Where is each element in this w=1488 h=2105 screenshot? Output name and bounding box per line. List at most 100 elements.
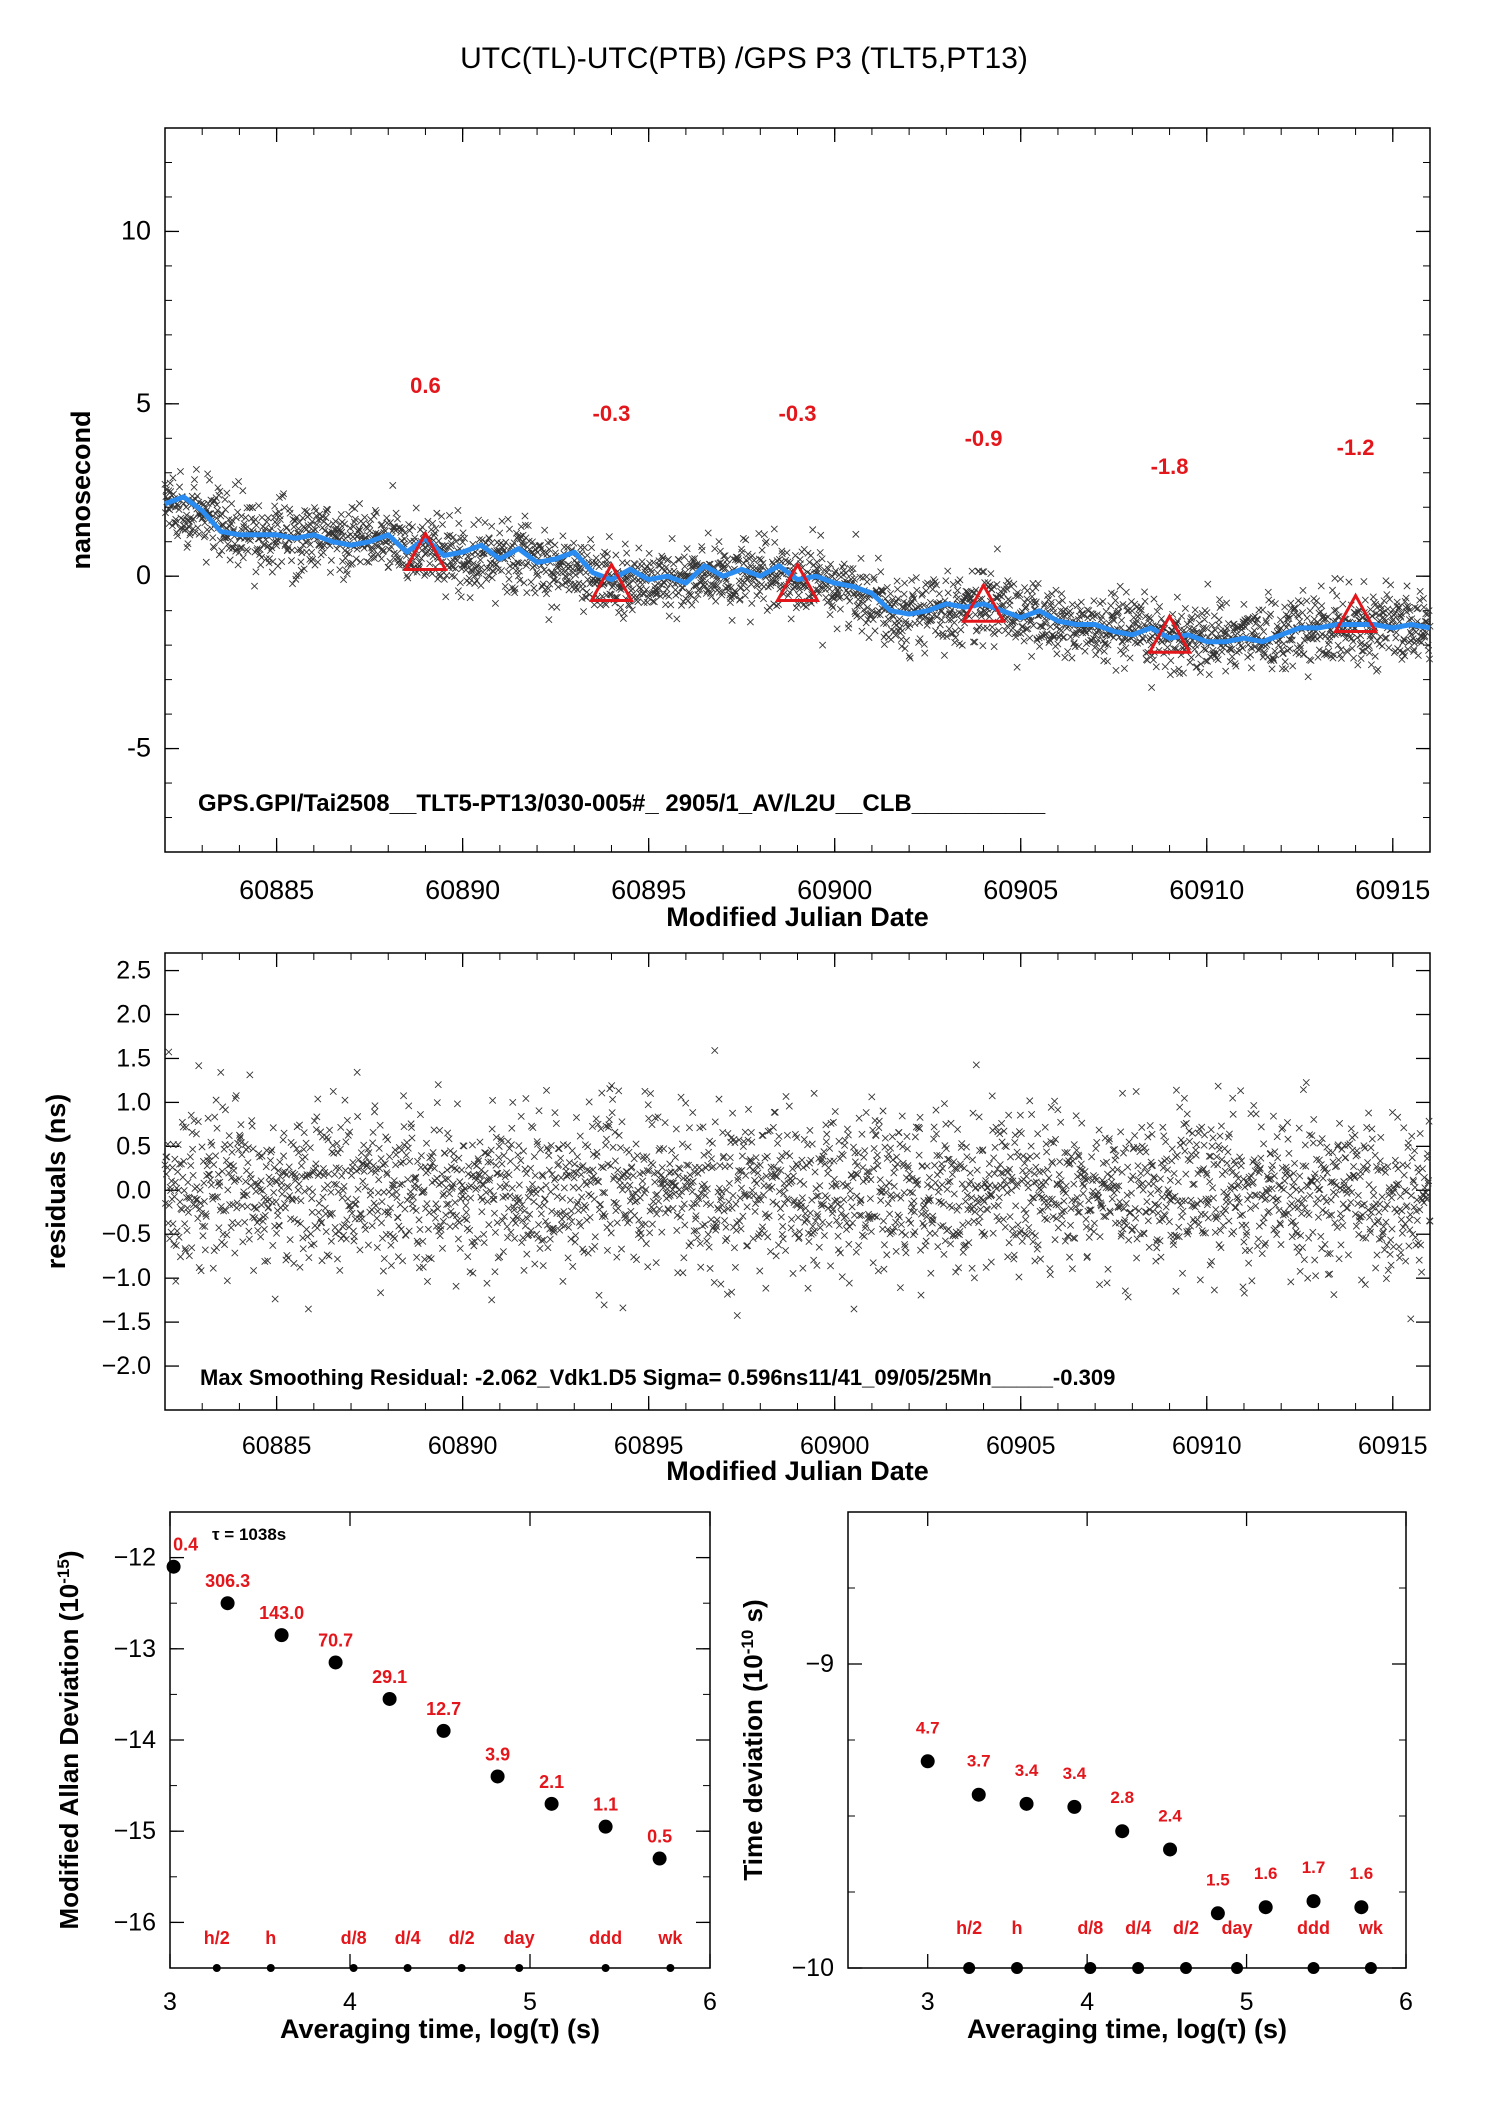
data-point xyxy=(1354,661,1362,669)
data-point xyxy=(1036,1207,1044,1215)
data-point xyxy=(572,1114,581,1122)
data-point xyxy=(1034,1130,1042,1138)
data-point xyxy=(596,601,604,609)
data-point xyxy=(345,510,353,518)
data-point xyxy=(434,1081,442,1089)
data-point xyxy=(1141,588,1149,596)
data-point xyxy=(660,1145,668,1153)
data-point xyxy=(511,585,519,593)
data-point xyxy=(855,1241,863,1250)
data-point xyxy=(334,1149,342,1157)
data-point xyxy=(619,1304,627,1312)
data-point xyxy=(236,544,244,552)
data-point xyxy=(1303,597,1311,605)
data-point xyxy=(830,1157,838,1165)
data-point xyxy=(1178,612,1186,620)
data-point xyxy=(832,567,840,575)
data-point xyxy=(685,1124,693,1132)
data-point xyxy=(1083,1252,1091,1260)
data-point xyxy=(770,1108,778,1116)
data-point xyxy=(273,1229,281,1237)
y-tick-label: 5 xyxy=(136,388,151,418)
y-tick-label: 2.0 xyxy=(116,1001,151,1029)
data-point xyxy=(706,1264,714,1272)
data-point xyxy=(377,1155,385,1163)
data-point xyxy=(409,1204,417,1213)
data-point xyxy=(574,1198,582,1206)
data-point xyxy=(455,519,463,527)
data-point xyxy=(782,1246,790,1255)
data-point xyxy=(442,593,450,601)
data-point xyxy=(396,1181,404,1189)
data-point xyxy=(165,519,173,527)
data-point xyxy=(416,1111,424,1119)
data-point xyxy=(679,1269,687,1277)
data-point xyxy=(905,652,913,660)
data-point xyxy=(975,1219,983,1227)
data-point xyxy=(1073,1146,1081,1154)
data-point xyxy=(284,543,292,551)
data-point xyxy=(1361,596,1369,604)
data-point xyxy=(711,545,719,553)
data-point xyxy=(975,1113,983,1121)
data-point xyxy=(459,538,467,546)
data-point xyxy=(398,524,406,533)
data-point xyxy=(902,1249,910,1257)
data-point xyxy=(847,1194,855,1202)
page-title: UTC(TL)-UTC(PTB) /GPS P3 (TLT5,PT13) xyxy=(460,42,1028,75)
data-point xyxy=(296,1219,304,1228)
data-point xyxy=(1025,1223,1033,1231)
data-point xyxy=(1367,661,1375,669)
data-point xyxy=(1303,614,1311,622)
data-point xyxy=(365,1158,373,1166)
data-point xyxy=(213,1124,221,1132)
data-point xyxy=(273,521,282,529)
data-point xyxy=(517,523,525,531)
data-point xyxy=(324,1181,332,1189)
data-point xyxy=(496,529,504,537)
data-point xyxy=(365,520,373,529)
data-point xyxy=(268,1146,276,1154)
data-point xyxy=(603,556,611,564)
data-point xyxy=(808,1196,816,1204)
data-point xyxy=(1250,627,1258,635)
data-point xyxy=(787,1224,795,1232)
data-point xyxy=(739,534,747,542)
data-point xyxy=(1007,1153,1015,1161)
data-point xyxy=(445,511,454,519)
data-point xyxy=(728,616,736,624)
data-point xyxy=(1281,603,1289,611)
data-point xyxy=(1259,606,1267,614)
data-point xyxy=(956,576,964,584)
data-point xyxy=(341,1096,349,1104)
data-point xyxy=(398,1180,406,1188)
data-point xyxy=(844,589,852,597)
data-point xyxy=(863,578,871,586)
data-point xyxy=(187,1161,195,1169)
data-point xyxy=(823,1194,831,1202)
data-point xyxy=(646,1229,654,1237)
data-point xyxy=(216,536,224,544)
data-point xyxy=(275,1222,283,1230)
data-point xyxy=(1031,1257,1039,1265)
data-point xyxy=(336,1266,344,1274)
data-point xyxy=(212,510,220,518)
data-point xyxy=(897,1220,905,1228)
data-point xyxy=(466,594,474,602)
data-point xyxy=(344,560,352,568)
data-point xyxy=(605,533,613,541)
data-point xyxy=(798,1194,806,1202)
data-point xyxy=(926,598,934,606)
data-point xyxy=(344,1195,352,1203)
data-point xyxy=(194,524,202,532)
data-point xyxy=(423,1200,431,1208)
data-point xyxy=(567,1235,575,1243)
data-point xyxy=(402,1151,410,1159)
data-point xyxy=(265,542,273,550)
data-point xyxy=(1092,651,1100,659)
data-point xyxy=(235,548,243,557)
data-point xyxy=(438,520,446,528)
data-point xyxy=(403,1196,411,1204)
data-point xyxy=(166,1235,174,1243)
data-point xyxy=(176,483,184,491)
